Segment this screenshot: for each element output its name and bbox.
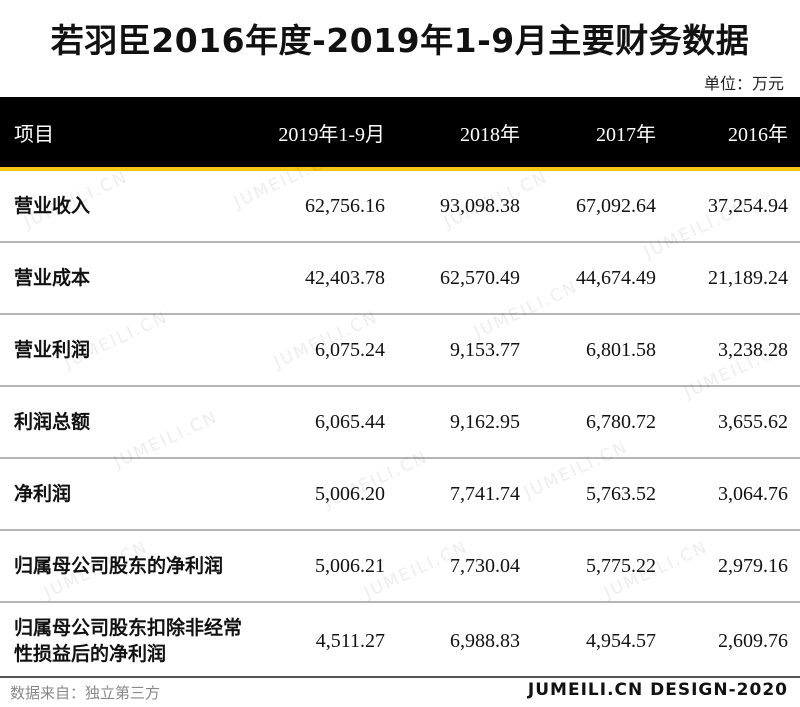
row-label: 利润总额 — [14, 411, 91, 433]
source-note: 数据来自：独立第三方 — [10, 684, 161, 702]
table-row: 归属母公司股东的净利润 5,006.21 7,730.04 5,775.22 2… — [0, 531, 800, 603]
cell-value: 5,006.20 — [315, 482, 385, 505]
row-label: 归属母公司股东扣除非经常性损益后的净利润 — [14, 617, 243, 665]
unit-label: 单位：万元 — [703, 74, 784, 93]
cell-value: 2,979.16 — [718, 554, 788, 577]
cell-value: 5,006.21 — [315, 554, 385, 577]
table-row: 净利润 5,006.20 7,741.74 5,763.52 3,064.76 — [0, 459, 800, 531]
table-row: 归属母公司股东扣除非经常性损益后的净利润 4,511.27 6,988.83 4… — [0, 603, 800, 679]
cell-value: 4,511.27 — [315, 629, 385, 652]
cell-value: 21,189.24 — [708, 266, 788, 289]
row-label: 归属母公司股东的净利润 — [14, 555, 224, 577]
cell-value: 5,775.22 — [586, 554, 656, 577]
cell-value: 3,655.62 — [718, 410, 788, 433]
cell-value: 6,780.72 — [586, 410, 656, 433]
cell-value: 9,162.95 — [450, 410, 520, 433]
cell-value: 7,730.04 — [450, 554, 520, 577]
header-2019: 2019年1-9月 — [278, 123, 385, 146]
table-row: 营业利润 6,075.24 9,153.77 6,801.58 3,238.28 — [0, 315, 800, 387]
cell-value: 5,763.52 — [586, 482, 656, 505]
header-2018: 2018年 — [460, 123, 520, 146]
table-row: 利润总额 6,065.44 9,162.95 6,780.72 3,655.62 — [0, 387, 800, 459]
cell-value: 62,756.16 — [305, 194, 385, 217]
cell-value: 7,741.74 — [450, 482, 520, 505]
row-label: 营业成本 — [14, 267, 91, 289]
brand-credit: JUMEILI.CN DESIGN-2020 — [527, 680, 788, 700]
cell-value: 6,075.24 — [315, 338, 385, 361]
cell-value: 2,609.76 — [718, 629, 788, 652]
table-row: 营业成本 42,403.78 62,570.49 44,674.49 21,18… — [0, 243, 800, 315]
cell-value: 37,254.94 — [708, 194, 788, 217]
row-label: 营业收入 — [14, 195, 91, 217]
table-row: 营业收入 62,756.16 93,098.38 67,092.64 37,25… — [0, 171, 800, 243]
row-label: 净利润 — [14, 483, 72, 505]
cell-value: 6,988.83 — [450, 629, 520, 652]
header-2016: 2016年 — [728, 123, 788, 146]
row-label: 营业利润 — [14, 339, 91, 361]
cell-value: 3,064.76 — [718, 482, 788, 505]
cell-value: 67,092.64 — [576, 194, 656, 217]
cell-value: 9,153.77 — [450, 338, 520, 361]
cell-value: 44,674.49 — [576, 266, 656, 289]
table-header: 项目 2019年1-9月 2018年 2017年 2016年 — [0, 97, 800, 171]
header-2017: 2017年 — [596, 123, 656, 146]
cell-value: 4,954.57 — [586, 629, 656, 652]
cell-value: 6,065.44 — [315, 410, 385, 433]
cell-value: 93,098.38 — [440, 194, 520, 217]
header-item: 项目 — [14, 121, 54, 146]
footer-divider — [0, 676, 800, 678]
cell-value: 3,238.28 — [718, 338, 788, 361]
page-title: 若羽臣2016年度-2019年1-9月主要财务数据 — [50, 21, 750, 60]
cell-value: 42,403.78 — [305, 266, 385, 289]
cell-value: 6,801.58 — [586, 338, 656, 361]
cell-value: 62,570.49 — [440, 266, 520, 289]
table-body: 营业收入 62,756.16 93,098.38 67,092.64 37,25… — [0, 171, 800, 679]
